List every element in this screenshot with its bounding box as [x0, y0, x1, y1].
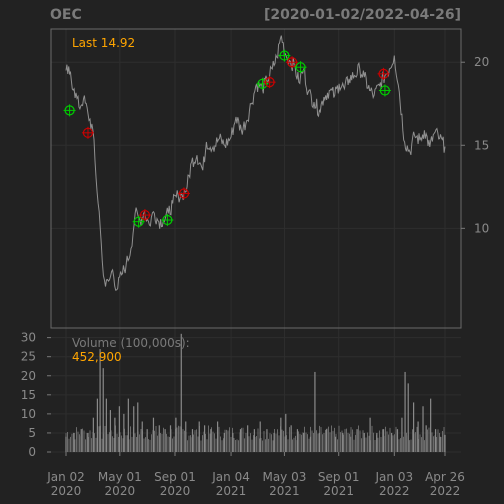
- x-tick-label-month: Jan 02: [46, 470, 85, 484]
- buy-signal-marker: [294, 61, 307, 74]
- chart-ticker: OEC: [50, 7, 82, 23]
- x-tick-label-year: 2020: [105, 484, 136, 498]
- price-panel-frame: [50, 28, 462, 329]
- x-tick-label-month: Sep 01: [154, 470, 196, 484]
- sell-signal-marker: [138, 209, 151, 222]
- volume-y-tick-label: 25: [21, 350, 36, 364]
- buy-signal-marker: [278, 49, 291, 62]
- price-y-tick-label: 15: [474, 138, 489, 152]
- x-tick-label-month: Apr 26: [425, 470, 465, 484]
- x-tick-label-year: 2022: [430, 484, 461, 498]
- trade-signals: [63, 49, 391, 228]
- buy-signal-marker: [132, 215, 145, 228]
- buy-signal-marker: [161, 214, 174, 227]
- volume-y-tick-label: 0: [28, 445, 36, 459]
- x-tick-label-year: 2020: [160, 484, 191, 498]
- volume-y-tick-label: 5: [28, 426, 36, 440]
- x-tick-label-year: 2022: [379, 484, 410, 498]
- x-tick-label-month: Sep 01: [318, 470, 360, 484]
- price-y-axis: 10 15 20: [461, 55, 489, 235]
- x-tick-label-month: Jan 03: [375, 470, 414, 484]
- volume-y-tick-label: 30: [21, 331, 36, 345]
- sell-signal-marker: [81, 126, 94, 139]
- price-y-tick-label: 10: [474, 221, 489, 235]
- sell-signal-marker: [377, 67, 390, 80]
- volume-last-value: 452,900: [72, 350, 122, 364]
- buy-signal-marker: [256, 77, 269, 90]
- x-tick-label-year: 2021: [323, 484, 354, 498]
- x-tick-label-year: 2021: [269, 484, 300, 498]
- buy-signal-marker: [63, 104, 76, 117]
- chart-date-range: [2020-01-02/2022-04-26]: [264, 7, 461, 23]
- volume-y-tick-label: 10: [21, 407, 36, 421]
- x-tick-label-month: Jan 04: [211, 470, 250, 484]
- volume-label: Volume (100,000s):: [72, 336, 190, 350]
- x-tick-label-year: 2020: [51, 484, 82, 498]
- sell-signal-marker: [177, 187, 190, 200]
- sell-signal-marker: [286, 56, 299, 69]
- last-price-label: Last 14.92: [72, 36, 135, 50]
- x-tick-label-year: 2021: [216, 484, 247, 498]
- volume-y-axis: 0 5 10 15 20 25 30: [21, 331, 51, 459]
- sell-signal-marker: [263, 76, 276, 89]
- volume-bars: [65, 333, 446, 452]
- price-y-tick-label: 20: [474, 55, 489, 69]
- volume-y-tick-label: 20: [21, 369, 36, 383]
- volume-y-tick-label: 15: [21, 388, 36, 402]
- buy-signal-marker: [378, 84, 391, 97]
- price-gridlines: [51, 29, 461, 452]
- x-tick-label-month: May 03: [262, 470, 306, 484]
- x-tick-label-month: May 01: [98, 470, 142, 484]
